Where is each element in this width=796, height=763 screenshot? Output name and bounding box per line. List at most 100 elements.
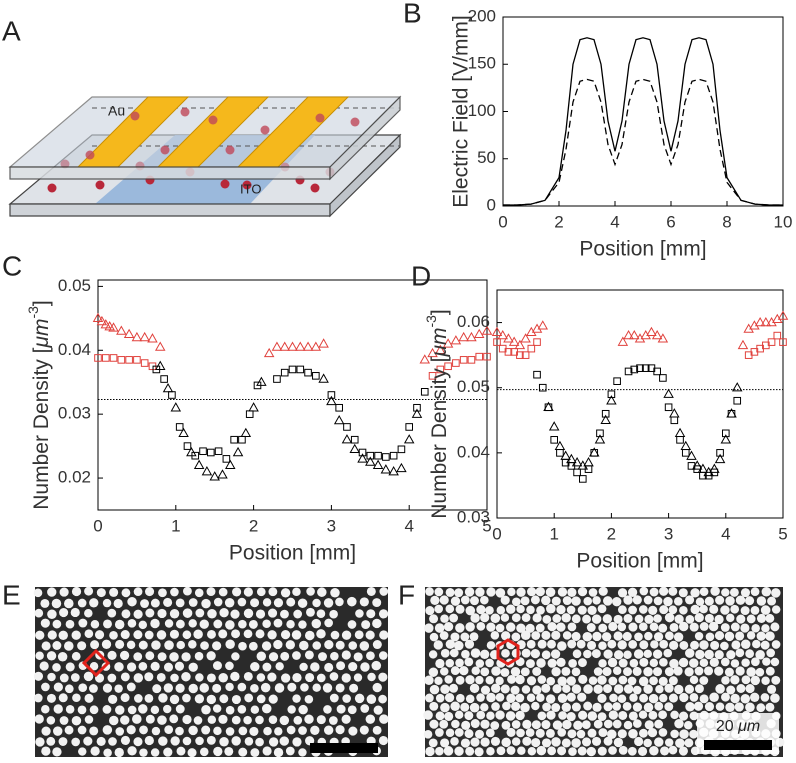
particle: [47, 587, 57, 597]
particle: [566, 605, 576, 615]
particle: [285, 640, 295, 650]
particle: [577, 605, 587, 615]
particle: [225, 727, 235, 736]
particle: [41, 726, 51, 736]
particle: [353, 652, 363, 662]
particle: [120, 715, 130, 725]
particle: [183, 586, 192, 596]
particle: [449, 683, 459, 693]
particle: [480, 612, 490, 623]
data-point: [481, 325, 493, 335]
particle: [668, 605, 678, 615]
data-point: [533, 370, 541, 379]
particle: [655, 685, 664, 694]
particle: [360, 704, 370, 713]
particle: [145, 714, 155, 724]
y-axis-label-part: ]: [428, 309, 451, 315]
data-point: [466, 331, 477, 342]
data-point: [773, 331, 782, 340]
particle: [586, 746, 596, 757]
particle: [139, 748, 148, 757]
device-diagram: Au ITO: [8, 95, 402, 218]
particle: [562, 719, 572, 730]
particle: [425, 746, 435, 757]
particle: [603, 719, 613, 729]
particle: [163, 597, 173, 607]
plot-frame: [502, 16, 784, 207]
particle: [571, 631, 581, 641]
particle: [689, 693, 699, 702]
particle: [35, 651, 44, 661]
particle: [699, 676, 709, 685]
particle: [273, 639, 283, 650]
particle: [138, 661, 148, 671]
particle: [746, 614, 756, 624]
particle: [424, 675, 434, 686]
data-point: [556, 449, 564, 457]
particle: [150, 618, 160, 629]
particle: [64, 725, 74, 735]
particle: [608, 710, 619, 720]
particle: [305, 672, 315, 683]
particle: [330, 651, 339, 661]
particle: [243, 715, 252, 725]
x-tick-label: 1: [171, 516, 180, 535]
data-point: [214, 447, 223, 456]
particle: [132, 714, 142, 724]
particle: [114, 619, 125, 630]
particle: [761, 586, 772, 597]
particle: [690, 604, 700, 615]
particle: [583, 684, 593, 694]
particle: [714, 630, 725, 641]
particle: [562, 596, 572, 606]
particle: [469, 683, 480, 694]
particle: [704, 666, 714, 676]
particle: [597, 712, 607, 722]
particle: [225, 620, 235, 630]
particle: [761, 676, 770, 686]
particle: [705, 632, 715, 642]
particle: [126, 662, 137, 672]
particle: [736, 614, 746, 624]
particle: [663, 596, 673, 607]
data-point: [139, 331, 150, 342]
particle: [608, 621, 618, 632]
particle: [521, 613, 531, 623]
data-point: [397, 445, 406, 454]
particle: [212, 661, 222, 671]
particle: [145, 608, 155, 618]
particle: [471, 666, 480, 675]
particle: [133, 673, 144, 683]
particle: [102, 683, 113, 693]
particle: [460, 632, 470, 642]
particle: [90, 620, 100, 629]
particle: [366, 586, 376, 596]
particle: [490, 736, 501, 746]
particle: [653, 596, 663, 606]
particle: [491, 666, 501, 676]
y-tick-label: 0: [487, 195, 496, 214]
particle: [613, 650, 624, 660]
particle: [330, 588, 340, 598]
particle: [480, 703, 489, 712]
data-point: [117, 356, 126, 364]
particle: [709, 604, 719, 614]
particle: [188, 662, 198, 672]
particle: [679, 692, 689, 703]
particle: [64, 641, 74, 651]
particle: [268, 608, 278, 618]
particle: [500, 684, 510, 694]
particle: [454, 640, 464, 651]
particle: [734, 702, 744, 712]
data-point: [594, 434, 606, 444]
data-point: [140, 359, 149, 367]
particle: [33, 693, 43, 703]
particle: [434, 623, 445, 633]
scale-bar: [704, 740, 772, 750]
particle: [633, 649, 644, 659]
particle: [275, 662, 284, 671]
particle: [107, 673, 117, 683]
particle: [704, 649, 714, 660]
particle: [139, 725, 148, 735]
particle: [740, 606, 750, 616]
